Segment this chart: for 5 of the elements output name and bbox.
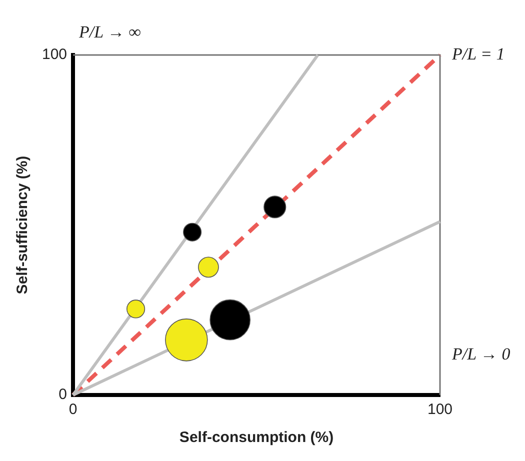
annotation: P/L = 1 bbox=[451, 44, 505, 64]
x-axis-title: Self-consumption (%) bbox=[179, 429, 334, 446]
text: P/L → 0 bbox=[451, 344, 511, 364]
y-axis-title: Self-sufficiency (%) bbox=[14, 156, 32, 294]
text: P/L → ∞ bbox=[78, 22, 141, 42]
